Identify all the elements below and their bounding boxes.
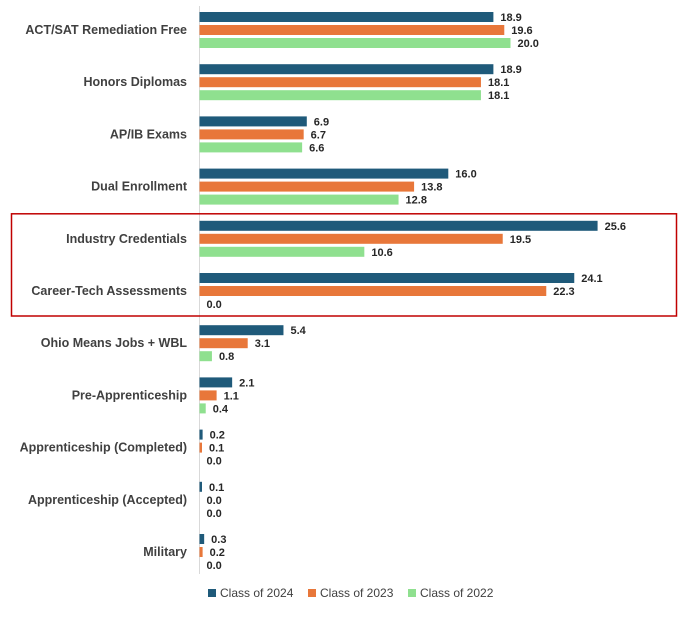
legend-label-class-of-2023: Class of 2023	[320, 586, 394, 600]
data-label-class-of-2023-industry-credentials: 19.5	[510, 234, 531, 246]
data-label-class-of-2024-honors-diplomas: 18.9	[500, 64, 521, 76]
bar-class-of-2024-apprenticeship-accepted	[199, 481, 202, 492]
data-label-class-of-2022-career-tech-assessments: 0.0	[207, 299, 222, 311]
data-label-class-of-2022-military: 0.0	[207, 560, 222, 572]
category-labels-layer: ACT/SAT Remediation Free Honors Diplomas A…	[20, 23, 188, 559]
data-label-class-of-2022-act-sat-remediation-free: 20.0	[518, 38, 539, 50]
data-label-class-of-2023-apprenticeship-completed: 0.1	[209, 443, 224, 455]
legend-label-class-of-2024: Class of 2024	[220, 586, 294, 600]
bar-class-of-2023-pre-apprenticeship	[199, 390, 217, 401]
data-label-class-of-2023-ap-ib-exams: 6.7	[311, 129, 326, 141]
category-label-military: Military	[143, 545, 187, 559]
data-label-class-of-2023-act-sat-remediation-free: 19.6	[511, 25, 532, 37]
bar-class-of-2023-military	[199, 547, 203, 557]
category-label-apprenticeship-completed: Apprenticeship (Completed)	[20, 441, 187, 455]
data-label-class-of-2023-pre-apprenticeship: 1.1	[224, 390, 239, 402]
data-label-class-of-2023-apprenticeship-accepted: 0.0	[207, 495, 222, 507]
data-label-class-of-2022-industry-credentials: 10.6	[371, 247, 392, 259]
data-label-class-of-2023-honors-diplomas: 18.1	[488, 77, 509, 89]
bar-class-of-2022-industry-credentials	[199, 246, 365, 257]
bar-class-of-2022-pre-apprenticeship	[199, 403, 206, 414]
data-label-class-of-2024-pre-apprenticeship: 2.1	[239, 377, 254, 389]
bars-layer	[199, 12, 598, 557]
data-label-class-of-2024-apprenticeship-completed: 0.2	[210, 430, 225, 442]
bar-class-of-2023-industry-credentials	[199, 233, 503, 244]
bar-class-of-2023-dual-enrollment	[199, 181, 415, 192]
bar-class-of-2024-career-tech-assessments	[199, 273, 575, 283]
data-label-class-of-2024-act-sat-remediation-free: 18.9	[500, 12, 521, 24]
data-label-class-of-2023-military: 0.2	[210, 547, 225, 559]
bar-class-of-2024-honors-diplomas	[199, 64, 494, 75]
category-label-apprenticeship-accepted: Apprenticeship (Accepted)	[28, 493, 187, 507]
category-label-honors-diplomas: Honors Diplomas	[84, 75, 188, 89]
data-label-class-of-2022-ohio-means-jobs-wbl: 0.8	[219, 351, 234, 363]
legend-swatch-class-of-2023	[308, 589, 316, 597]
bar-class-of-2023-ohio-means-jobs-wbl	[199, 338, 248, 349]
category-label-ohio-means-jobs-wbl: Ohio Means Jobs + WBL	[41, 336, 188, 350]
data-label-class-of-2023-ohio-means-jobs-wbl: 3.1	[255, 338, 270, 350]
data-label-class-of-2022-honors-diplomas: 18.1	[488, 90, 509, 102]
bar-class-of-2024-ap-ib-exams	[199, 116, 307, 127]
bar-class-of-2024-dual-enrollment	[199, 168, 449, 179]
data-label-class-of-2023-career-tech-assessments: 22.3	[553, 286, 574, 298]
data-label-class-of-2022-dual-enrollment: 12.8	[406, 195, 427, 207]
bar-class-of-2023-honors-diplomas	[199, 77, 481, 88]
bar-class-of-2022-act-sat-remediation-free	[199, 38, 511, 48]
category-label-dual-enrollment: Dual Enrollment	[91, 180, 188, 194]
data-label-class-of-2024-career-tech-assessments: 24.1	[581, 273, 602, 285]
data-label-class-of-2022-ap-ib-exams: 6.6	[309, 142, 324, 154]
data-label-class-of-2022-apprenticeship-completed: 0.0	[207, 456, 222, 468]
data-label-class-of-2024-military: 0.3	[211, 534, 226, 546]
bar-class-of-2023-career-tech-assessments	[199, 286, 547, 296]
data-label-class-of-2024-ap-ib-exams: 6.9	[314, 116, 329, 128]
bar-class-of-2024-industry-credentials	[199, 220, 598, 231]
bar-class-of-2023-apprenticeship-completed	[199, 442, 202, 453]
highlight-box	[10, 213, 678, 317]
data-label-class-of-2024-industry-credentials: 25.6	[605, 221, 626, 233]
category-label-act-sat-remediation-free: ACT/SAT Remediation Free	[25, 23, 187, 37]
value-labels-layer: 18.919.620.018.918.118.16.96.76.616.013.…	[207, 12, 627, 572]
data-label-class-of-2024-apprenticeship-accepted: 0.1	[209, 482, 224, 494]
bar-class-of-2024-pre-apprenticeship	[199, 377, 233, 388]
data-label-class-of-2024-dual-enrollment: 16.0	[455, 169, 476, 181]
bar-class-of-2024-military	[199, 534, 205, 544]
data-label-class-of-2022-apprenticeship-accepted: 0.0	[207, 508, 222, 520]
category-label-ap-ib-exams: AP/IB Exams	[110, 127, 187, 141]
bar-class-of-2024-ohio-means-jobs-wbl	[199, 325, 284, 336]
category-label-career-tech-assessments: Career-Tech Assessments	[31, 284, 187, 298]
bar-class-of-2024-apprenticeship-completed	[199, 429, 203, 440]
legend-swatch-class-of-2022	[408, 589, 416, 597]
category-label-pre-apprenticeship: Pre-Apprenticeship	[72, 388, 188, 402]
bar-class-of-2023-act-sat-remediation-free	[199, 25, 505, 35]
category-label-industry-credentials: Industry Credentials	[66, 232, 187, 246]
data-label-class-of-2023-dual-enrollment: 13.8	[421, 182, 442, 194]
highlight-layer	[10, 213, 678, 317]
data-label-class-of-2024-ohio-means-jobs-wbl: 5.4	[290, 325, 306, 337]
bar-class-of-2022-ap-ib-exams	[199, 142, 303, 153]
bar-class-of-2023-ap-ib-exams	[199, 129, 304, 140]
bar-class-of-2022-dual-enrollment	[199, 194, 399, 205]
data-label-class-of-2022-pre-apprenticeship: 0.4	[213, 403, 229, 415]
bar-class-of-2024-act-sat-remediation-free	[199, 12, 494, 22]
legend-swatch-class-of-2024	[208, 589, 216, 597]
legend-label-class-of-2022: Class of 2022	[420, 586, 494, 600]
bar-class-of-2022-honors-diplomas	[199, 90, 481, 101]
legend: Class of 2024 Class of 2023 Class of 2022	[208, 586, 494, 600]
bar-class-of-2022-ohio-means-jobs-wbl	[199, 351, 212, 362]
